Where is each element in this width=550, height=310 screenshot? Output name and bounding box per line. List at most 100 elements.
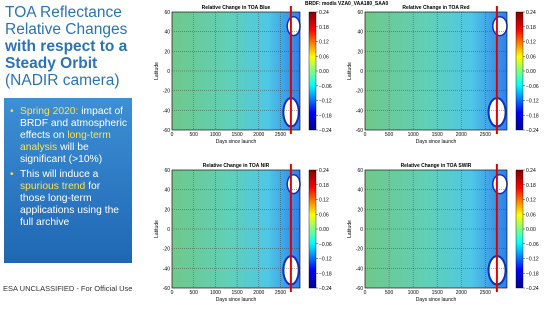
colorbar-tick-label: 0.12 bbox=[526, 40, 536, 46]
colorbar-tick-label: 0.24 bbox=[526, 10, 536, 16]
bullet-box: • Spring 2020: impact of BRDF and atmosph… bbox=[4, 98, 132, 263]
bullet-dot: • bbox=[10, 169, 14, 180]
x-tick-label: 0 bbox=[171, 132, 174, 138]
slide-title: TOA Reflectance Relative Changes with resp… bbox=[5, 4, 127, 89]
x-tick-label: 2500 bbox=[275, 132, 286, 138]
x-tick-label: 1000 bbox=[210, 290, 221, 296]
colorbar-tick-label: 0.24 bbox=[319, 10, 329, 16]
colorbar-tick-label: 0.12 bbox=[319, 198, 329, 204]
header-label: BRDF: modis VZA0_VAA180_SAA0 bbox=[305, 1, 388, 7]
heatmap-blob bbox=[492, 15, 508, 37]
panel-title: Relative Change in TOA Blue bbox=[202, 5, 271, 11]
y-tick-label: -20 bbox=[163, 247, 170, 253]
y-tick-label: 20 bbox=[164, 49, 170, 55]
x-tick-label: 1500 bbox=[432, 132, 443, 138]
colorbar-tick-label: 0.12 bbox=[526, 198, 536, 204]
colorbar-tick-label: 0.24 bbox=[526, 168, 536, 174]
colorbar-tick-label: −0.12 bbox=[526, 99, 539, 105]
y-tick-label: 60 bbox=[164, 10, 170, 16]
colorbar bbox=[515, 11, 524, 131]
colorbar-tick-label: −0.24 bbox=[526, 128, 539, 134]
colorbar-tick-label: −0.18 bbox=[526, 113, 539, 119]
title-line: TOA Reflectance bbox=[5, 4, 122, 21]
panel-title: Relative Change in TOA NIR bbox=[203, 163, 270, 169]
colorbar-tick-label: −0.18 bbox=[319, 113, 332, 119]
x-axis-label: Days since launch bbox=[416, 297, 457, 303]
y-tick-label: -20 bbox=[163, 89, 170, 95]
x-tick-label: 2500 bbox=[275, 290, 286, 296]
x-tick-label: 1000 bbox=[210, 132, 221, 138]
bullet-segment: Spring 2020: bbox=[20, 106, 79, 117]
panel-title: Relative Change in TOA Red bbox=[402, 5, 469, 11]
y-tick-label: 20 bbox=[164, 207, 170, 213]
title-line: Steady Orbit bbox=[5, 55, 98, 72]
y-tick-label: 60 bbox=[357, 10, 363, 16]
y-tick-label: 40 bbox=[164, 188, 170, 194]
y-tick-label: -60 bbox=[356, 286, 363, 292]
title-line: Relative Changes bbox=[5, 21, 128, 38]
colorbar-tick-label: −0.06 bbox=[526, 242, 539, 248]
x-axis-label: Days since launch bbox=[216, 297, 257, 303]
heatmap-blob bbox=[286, 15, 301, 37]
colorbar-tick-label: −0.12 bbox=[526, 257, 539, 263]
colorbar-tick-label: 0.06 bbox=[319, 212, 329, 218]
colorbar-tick-label: 0.06 bbox=[319, 54, 329, 60]
x-tick-label: 0 bbox=[171, 290, 174, 296]
colorbar-tick-label: −0.06 bbox=[319, 242, 332, 248]
y-tick-label: 0 bbox=[360, 227, 363, 233]
y-tick-label: 0 bbox=[167, 69, 170, 75]
y-tick-label: -20 bbox=[356, 89, 363, 95]
heatmap-blob bbox=[286, 173, 301, 195]
colorbar-tick-label: 0.18 bbox=[319, 183, 329, 189]
x-tick-label: 2500 bbox=[480, 290, 491, 296]
bullet-segment: This will induce a bbox=[20, 169, 99, 180]
y-axis-label: Latitude bbox=[154, 220, 160, 238]
y-tick-label: 40 bbox=[357, 188, 363, 194]
colorbar-tick-label: −0.18 bbox=[319, 271, 332, 277]
x-tick-label: 0 bbox=[364, 132, 367, 138]
x-axis-label: Days since launch bbox=[416, 139, 457, 145]
y-axis-label: Latitude bbox=[347, 62, 353, 80]
x-tick-label: 2000 bbox=[456, 132, 467, 138]
x-axis-label: Days since launch bbox=[216, 139, 257, 145]
colorbar-tick-label: 0.06 bbox=[526, 54, 536, 60]
y-tick-label: 40 bbox=[357, 30, 363, 36]
colorbar-tick-label: 0.00 bbox=[526, 227, 536, 233]
colorbar-tick-label: −0.18 bbox=[526, 271, 539, 277]
heatmap-blob bbox=[492, 173, 508, 195]
y-tick-label: -60 bbox=[356, 128, 363, 134]
y-axis-label: Latitude bbox=[154, 62, 160, 80]
colorbar-tick-label: 0.18 bbox=[526, 183, 536, 189]
title-line: with respect to a bbox=[5, 38, 128, 55]
x-tick-label: 0 bbox=[364, 290, 367, 296]
colorbar-tick-label: 0.18 bbox=[319, 25, 329, 31]
y-tick-label: 0 bbox=[167, 227, 170, 233]
y-tick-label: -40 bbox=[356, 108, 363, 114]
x-tick-label: 500 bbox=[190, 290, 199, 296]
x-tick-label: 500 bbox=[385, 290, 394, 296]
bullet-dot: • bbox=[10, 106, 14, 117]
colorbar-tick-label: 0.00 bbox=[526, 69, 536, 75]
footer: ESA UNCLASSIFIED - For Official Use bbox=[3, 284, 133, 293]
colorbar-tick-label: −0.06 bbox=[319, 84, 332, 90]
colorbar-tick-label: 0.00 bbox=[319, 69, 329, 75]
colorbar-tick-label: −0.06 bbox=[526, 84, 539, 90]
colorbar-tick-label: 0.12 bbox=[319, 40, 329, 46]
x-tick-label: 1500 bbox=[232, 290, 243, 296]
y-tick-label: -20 bbox=[356, 247, 363, 253]
x-tick-label: 1000 bbox=[408, 290, 419, 296]
bullet-text: This will induce a spurious trend for th… bbox=[20, 169, 128, 229]
bullet-segment: impact of BRDF and atmospheric effects o… bbox=[20, 106, 128, 141]
colorbar-tick-label: −0.12 bbox=[319, 257, 332, 263]
y-tick-label: -40 bbox=[163, 108, 170, 114]
y-tick-label: 40 bbox=[164, 30, 170, 36]
x-tick-label: 2000 bbox=[456, 290, 467, 296]
colorbar-tick-label: 0.00 bbox=[319, 227, 329, 233]
colorbar bbox=[308, 11, 317, 131]
x-tick-label: 1500 bbox=[432, 290, 443, 296]
colorbar bbox=[308, 169, 317, 289]
bullet-text: Spring 2020: impact of BRDF and atmosphe… bbox=[20, 106, 128, 166]
colorbar-tick-label: 0.06 bbox=[526, 212, 536, 218]
title-line: (NADIR camera) bbox=[5, 72, 120, 89]
